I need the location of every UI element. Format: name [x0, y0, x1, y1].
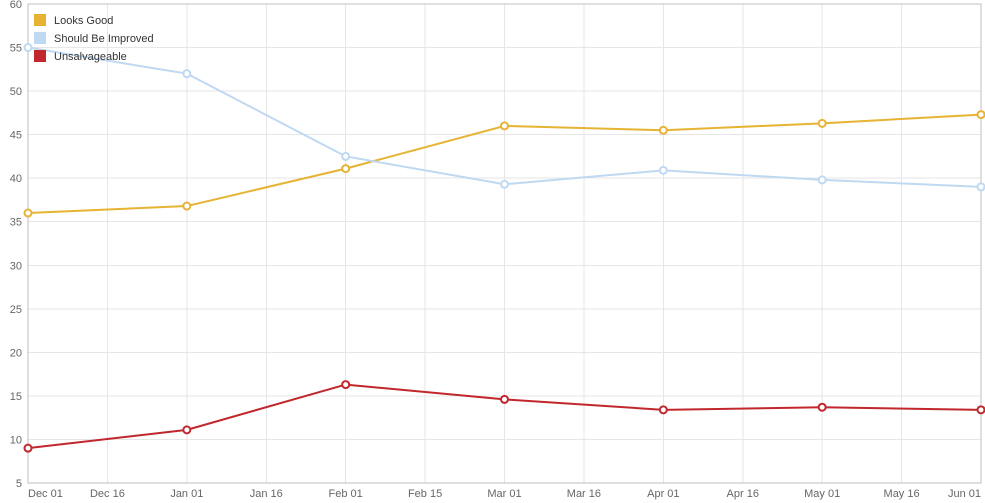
y-tick-label: 25	[10, 304, 22, 316]
y-tick-label: 5	[16, 478, 22, 490]
legend-label: Should Be Improved	[54, 33, 154, 45]
legend-label: Looks Good	[54, 15, 113, 27]
series-marker	[25, 445, 32, 452]
x-tick-label: Feb 15	[408, 488, 442, 500]
legend-label: Unsalvageable	[54, 51, 127, 63]
x-tick-label: May 16	[884, 488, 920, 500]
legend-swatch	[34, 32, 46, 44]
gridlines	[28, 4, 981, 483]
y-tick-label: 40	[10, 173, 22, 185]
series-marker	[342, 153, 349, 160]
series-marker	[819, 120, 826, 127]
series-marker	[25, 44, 32, 51]
series-marker	[819, 404, 826, 411]
chart-svg: 5 10 15 20 25 30 35 40 45 50 55 60 Dec 01 Dec 16 Jan 0…	[0, 0, 985, 503]
x-tick-label: Feb 01	[329, 488, 363, 500]
series-marker	[183, 70, 190, 77]
series-marker	[978, 406, 985, 413]
series-marker	[660, 406, 667, 413]
y-tick-label: 55	[10, 43, 22, 55]
series-marker	[819, 176, 826, 183]
x-tick-label: Jun 01	[948, 488, 981, 500]
series-marker	[978, 183, 985, 190]
series-marker	[660, 127, 667, 134]
series-marker	[501, 396, 508, 403]
series-marker	[183, 426, 190, 433]
series-marker	[342, 381, 349, 388]
x-tick-label: Mar 01	[487, 488, 521, 500]
x-tick-label: Dec 01	[28, 488, 63, 500]
x-axis-labels: Dec 01 Dec 16 Jan 01 Jan 16 Feb 01 Feb 15 Mar …	[28, 488, 981, 500]
x-tick-label: Mar 16	[567, 488, 601, 500]
legend: Looks Good Should Be Improved Unsalvageabl…	[34, 14, 154, 63]
y-tick-label: 60	[10, 0, 22, 11]
series-marker	[501, 181, 508, 188]
series-marker	[501, 122, 508, 129]
x-tick-label: Jan 16	[250, 488, 283, 500]
y-tick-label: 35	[10, 217, 22, 229]
series-marker	[183, 203, 190, 210]
y-tick-label: 50	[10, 86, 22, 98]
series-marker	[978, 111, 985, 118]
series-marker	[342, 165, 349, 172]
line-chart: 5 10 15 20 25 30 35 40 45 50 55 60 Dec 01 Dec 16 Jan 0…	[0, 0, 985, 503]
y-axis-labels: 5 10 15 20 25 30 35 40 45 50 55 60	[10, 0, 22, 490]
x-tick-label: Jan 01	[170, 488, 203, 500]
series-marker	[660, 167, 667, 174]
y-tick-label: 10	[10, 434, 22, 446]
x-tick-label: May 01	[804, 488, 840, 500]
x-tick-label: Apr 16	[727, 488, 759, 500]
y-tick-label: 30	[10, 260, 22, 272]
x-tick-label: Apr 01	[647, 488, 679, 500]
series-marker	[25, 210, 32, 217]
y-tick-label: 20	[10, 347, 22, 359]
y-tick-label: 45	[10, 130, 22, 142]
x-tick-label: Dec 16	[90, 488, 125, 500]
legend-swatch	[34, 14, 46, 26]
legend-swatch	[34, 50, 46, 62]
y-tick-label: 15	[10, 391, 22, 403]
